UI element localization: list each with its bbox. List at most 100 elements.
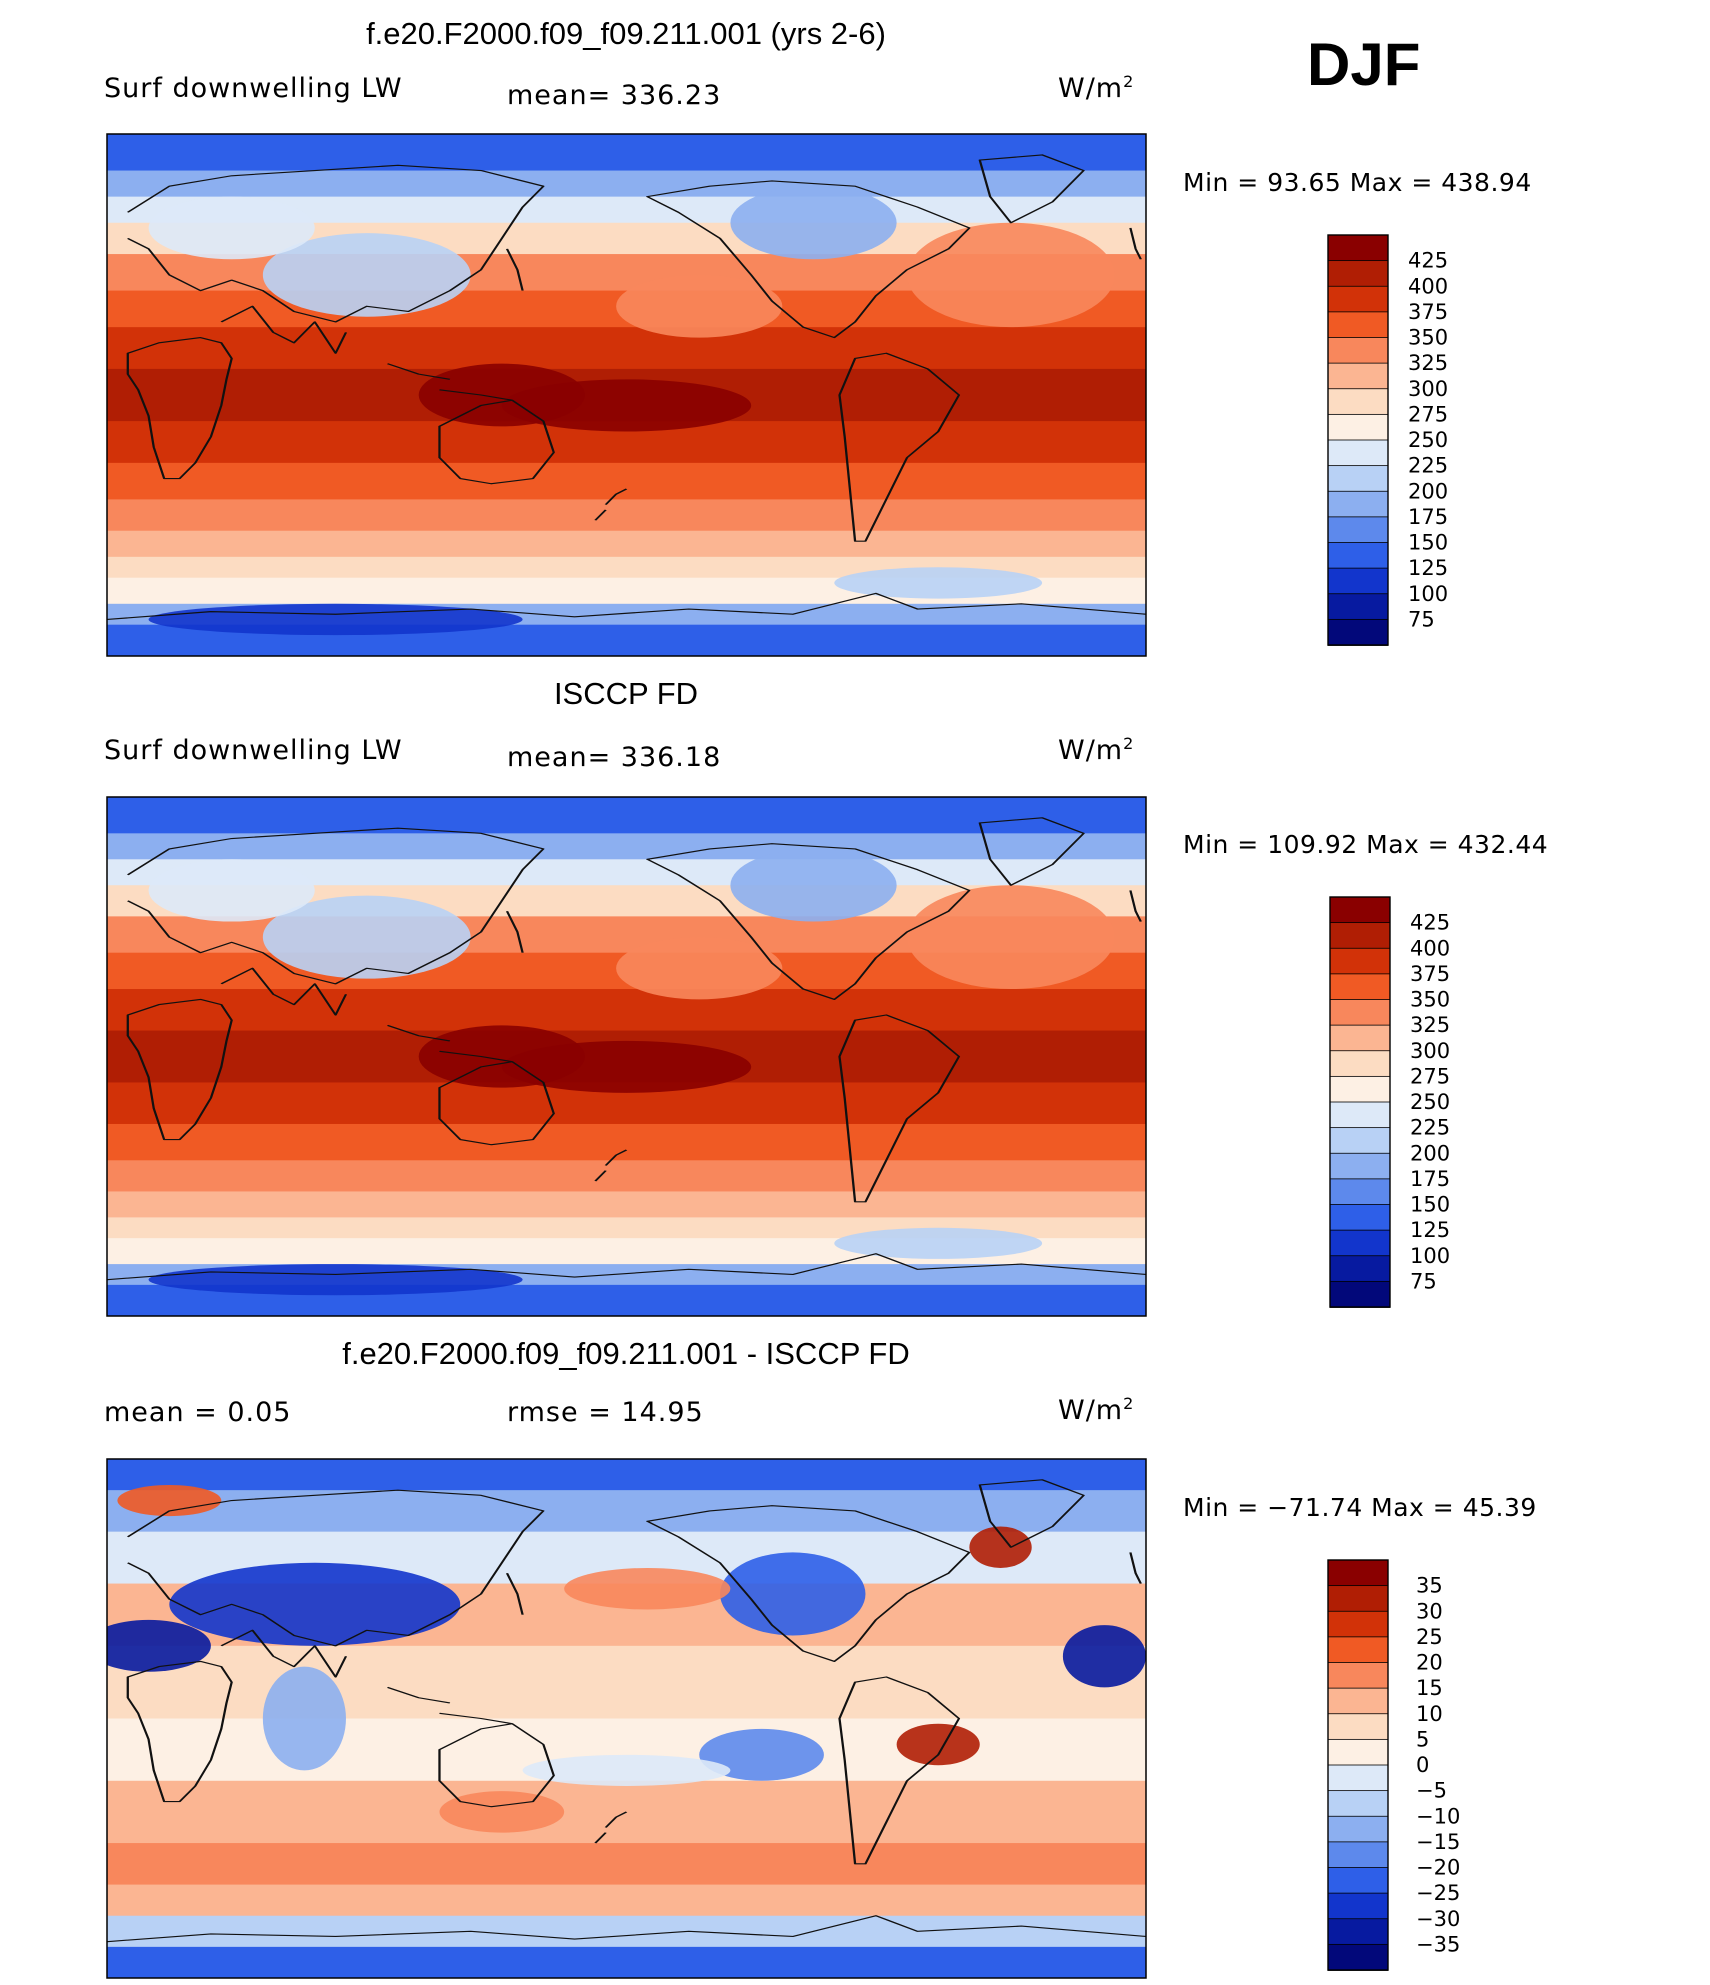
colorbar-swatch — [1327, 337, 1389, 365]
panel-3-rmse: rmse = 14.95 — [507, 1397, 704, 1428]
colorbar-swatch — [1327, 1585, 1389, 1613]
colorbar-swatch — [1329, 999, 1391, 1027]
colorbar-tick-label: 325 — [1408, 351, 1448, 375]
field-anomaly — [699, 1728, 824, 1781]
panel-2-units: W/m2 — [1058, 734, 1135, 766]
field-anomaly — [117, 1484, 222, 1517]
colorbar-swatch — [1327, 1841, 1389, 1869]
colorbar-swatch — [1327, 413, 1389, 441]
field-anomaly — [107, 1619, 211, 1672]
map-panel-3 — [106, 1458, 1147, 1979]
colorbar-tick-label: −25 — [1416, 1881, 1460, 1905]
colorbar-tick-label: 75 — [1408, 607, 1435, 631]
map-frame — [106, 133, 1147, 657]
field-band — [107, 327, 1146, 370]
colorbar-swatch — [1327, 311, 1389, 339]
panel-2-title: ISCCP FD — [553, 676, 699, 711]
colorbar-tick-label: 200 — [1410, 1141, 1450, 1165]
colorbar-swatch — [1327, 260, 1389, 288]
colorbar-swatch — [1329, 1075, 1391, 1103]
field-band — [107, 499, 1146, 532]
field-anomaly — [262, 1666, 346, 1771]
colorbar-swatch — [1327, 1943, 1389, 1971]
field-band — [107, 1843, 1146, 1886]
colorbar-tick-label: 125 — [1408, 556, 1448, 580]
colorbar-frame — [1327, 234, 1389, 646]
field-anomaly — [834, 1227, 1043, 1259]
field-anomaly — [439, 1791, 565, 1833]
field-band — [107, 1645, 1146, 1720]
colorbar-tick-label: 275 — [1410, 1064, 1450, 1088]
field-anomaly — [720, 1552, 866, 1636]
colorbar-swatch — [1329, 1229, 1391, 1257]
field-band — [107, 462, 1146, 501]
colorbar-swatch — [1329, 1204, 1391, 1232]
field-band — [107, 797, 1146, 835]
colorbar-tick-label: 75 — [1410, 1269, 1437, 1293]
colorbar-tick-label: 175 — [1410, 1167, 1450, 1191]
colorbar-swatch — [1327, 490, 1389, 518]
panel-1-mean: mean= 336.23 — [507, 80, 722, 111]
colorbar-swatch — [1327, 465, 1389, 493]
colorbar-tick-label: −35 — [1416, 1932, 1460, 1956]
colorbar-tick-label: 150 — [1410, 1193, 1450, 1217]
map-panel-1 — [106, 133, 1147, 657]
colorbar-swatch — [1329, 1050, 1391, 1078]
panel-3-title: f.e20.F2000.f09_f09.211.001 - ISCCP FD — [342, 1336, 910, 1371]
colorbar-tick-label: 175 — [1408, 505, 1448, 529]
colorbar-swatch — [1327, 567, 1389, 595]
colorbar-tick-label: 30 — [1416, 1599, 1443, 1623]
field-anomaly — [418, 363, 585, 427]
colorbar-swatch — [1327, 1687, 1389, 1715]
colorbar-swatch — [1327, 439, 1389, 467]
colorbar-swatch — [1327, 1815, 1389, 1843]
colorbar-swatch — [1327, 1610, 1389, 1638]
field-anomaly — [969, 1526, 1032, 1568]
colorbar-tick-label: 100 — [1408, 582, 1448, 606]
colorbar-swatch — [1327, 542, 1389, 570]
colorbar-frame — [1327, 1559, 1389, 1971]
colorbar-tick-label: 200 — [1408, 479, 1448, 503]
field-anomaly — [148, 603, 523, 636]
colorbar-swatch — [1327, 1738, 1389, 1766]
panel-1-units: W/m2 — [1058, 72, 1135, 104]
colorbar-tick-label: 250 — [1410, 1090, 1450, 1114]
colorbar-tick-label: 400 — [1410, 936, 1450, 960]
colorbar-2: 4254003753503253002752502252001751501251… — [1329, 896, 1450, 1308]
colorbar-tick-label: 425 — [1410, 911, 1450, 935]
colorbar-tick-label: 425 — [1408, 249, 1448, 273]
colorbar-tick-label: 375 — [1410, 962, 1450, 986]
field-band — [107, 1123, 1146, 1162]
colorbar-swatch — [1327, 1892, 1389, 1920]
colorbar-swatch — [1327, 362, 1389, 390]
field-anomaly — [616, 937, 783, 1000]
field-anomaly — [896, 1723, 980, 1766]
colorbar-swatch — [1329, 1152, 1391, 1180]
field-band — [107, 1946, 1146, 1978]
colorbar-swatch — [1329, 1178, 1391, 1206]
field-band — [107, 1490, 1146, 1533]
colorbar-tick-label: −5 — [1416, 1779, 1447, 1803]
colorbar-tick-label: 350 — [1410, 988, 1450, 1012]
colorbar-swatch — [1327, 1867, 1389, 1895]
colorbar-tick-label: −20 — [1416, 1856, 1460, 1880]
colorbar-swatch — [1327, 285, 1389, 313]
field-band — [107, 1160, 1146, 1193]
colorbar-tick-label: 400 — [1408, 274, 1448, 298]
field-band — [107, 530, 1146, 558]
colorbar-swatch — [1327, 234, 1389, 262]
field-band — [107, 1915, 1146, 1948]
panel-3-minmax: Min = −71.74 Max = 45.39 — [1183, 1493, 1537, 1522]
season-label: DJF — [1307, 31, 1421, 98]
colorbar-tick-label: 0 — [1416, 1753, 1429, 1777]
colorbar-tick-label: 35 — [1416, 1574, 1443, 1598]
panel-1-field-label: Surf downwelling LW — [104, 73, 403, 104]
panel-1-minmax: Min = 93.65 Max = 438.94 — [1183, 168, 1532, 197]
colorbar-tick-label: −30 — [1416, 1907, 1460, 1931]
panel-2-mean: mean= 336.18 — [507, 742, 722, 773]
colorbar-tick-label: 350 — [1408, 326, 1448, 350]
colorbar-tick-label: −10 — [1416, 1804, 1460, 1828]
colorbar-tick-label: 250 — [1408, 428, 1448, 452]
colorbar-tick-label: 20 — [1416, 1651, 1443, 1675]
colorbar-tick-label: 300 — [1408, 377, 1448, 401]
